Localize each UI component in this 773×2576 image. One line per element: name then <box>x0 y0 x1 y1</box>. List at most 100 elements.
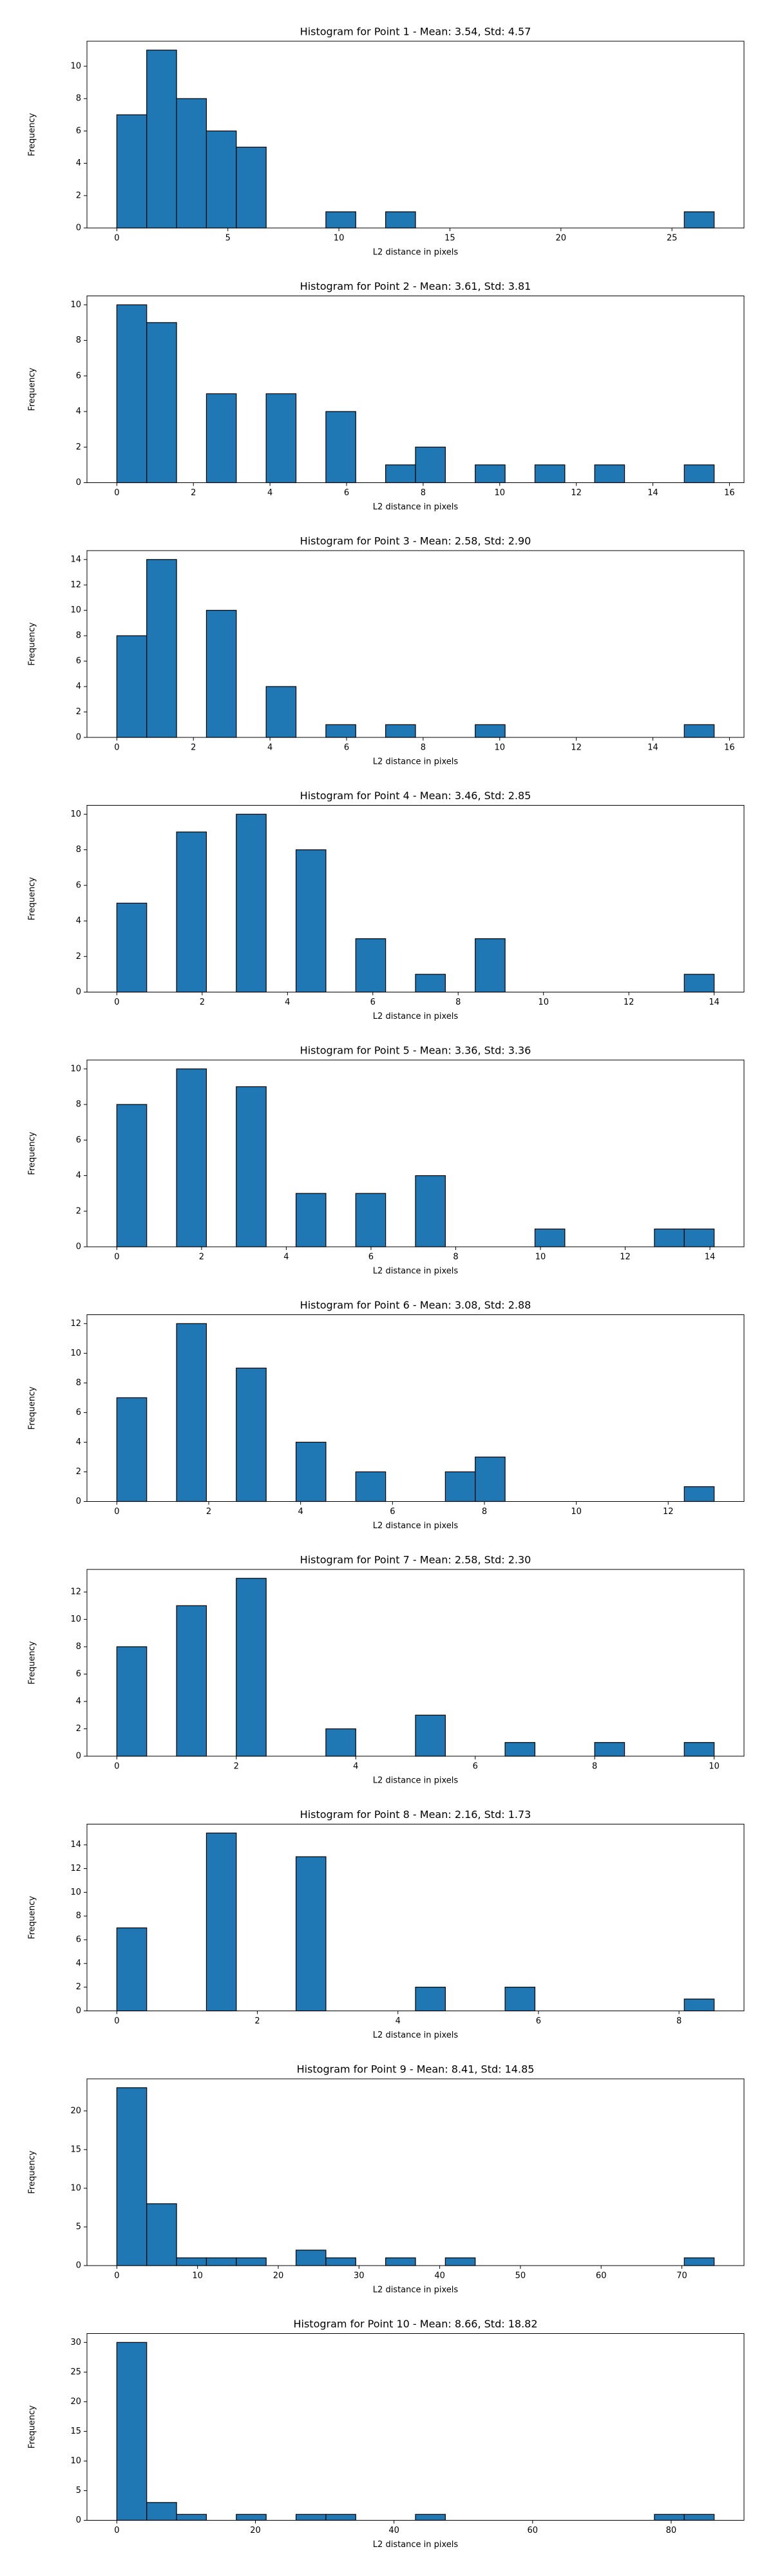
bar <box>385 2257 416 2266</box>
y-tick-label: 8 <box>76 1642 81 1652</box>
x-tick-label: 40 <box>388 2526 399 2535</box>
bar <box>236 1086 267 1247</box>
x-axis-label: L2 distance in pixels <box>373 2286 459 2295</box>
bar <box>146 2203 177 2266</box>
axes-frame <box>86 1569 745 1757</box>
bar <box>146 322 177 484</box>
y-tick-label: 0 <box>76 2261 81 2271</box>
bar <box>205 2257 237 2266</box>
bar <box>504 1742 536 1757</box>
y-tick-label: 4 <box>76 1437 81 1447</box>
bar <box>654 1228 685 1247</box>
y-axis-label: Frequency <box>28 368 37 411</box>
y-tick-label: 4 <box>76 158 81 168</box>
y-axis-label: Frequency <box>28 877 37 920</box>
y-tick-label: 0 <box>76 987 81 997</box>
x-tick-label: 25 <box>667 234 678 243</box>
subplot: Histogram for Point 9 - Mean: 8.41, Std:… <box>28 2063 745 2295</box>
bar <box>325 2514 356 2521</box>
axes-frame <box>86 1824 745 2011</box>
bar <box>205 130 237 229</box>
y-tick-label: 10 <box>70 2183 81 2193</box>
bar <box>205 393 237 484</box>
x-tick-label: 80 <box>666 2526 677 2535</box>
y-axis-label: Frequency <box>28 2150 37 2193</box>
subplot: Histogram for Point 6 - Mean: 3.08, Std:… <box>28 1299 745 1531</box>
x-tick-label: 0 <box>114 998 119 1007</box>
y-tick-label: 6 <box>76 880 81 890</box>
x-axis-label: L2 distance in pixels <box>373 1267 459 1276</box>
y-tick-label: 6 <box>76 126 81 136</box>
bar <box>205 610 237 738</box>
bar <box>325 411 356 484</box>
bar <box>116 2342 148 2521</box>
subplot: Histogram for Point 3 - Mean: 2.58, Std:… <box>28 535 745 767</box>
x-tick-label: 2 <box>199 1253 204 1262</box>
y-tick-label: 2 <box>76 1724 81 1734</box>
bar <box>683 1486 715 1502</box>
x-tick-label: 4 <box>396 2016 401 2026</box>
bar <box>355 938 386 993</box>
bar <box>116 902 148 993</box>
y-tick-label: 0 <box>76 1497 81 1506</box>
bar <box>415 974 446 993</box>
bar <box>594 1742 625 1757</box>
x-tick-label: 8 <box>455 998 461 1007</box>
bar <box>116 304 148 484</box>
bar <box>236 1578 267 1757</box>
bar <box>236 813 267 993</box>
y-tick-label: 2 <box>76 952 81 961</box>
x-tick-label: 50 <box>515 2271 526 2281</box>
bar <box>475 1456 506 1502</box>
x-tick-label: 14 <box>647 743 658 753</box>
x-tick-label: 6 <box>473 1762 478 1772</box>
y-axis-label: Frequency <box>28 1896 37 1939</box>
y-tick-label: 2 <box>76 1467 81 1477</box>
y-tick-label: 10 <box>70 810 81 819</box>
x-tick-label: 10 <box>571 1507 582 1517</box>
bar <box>265 686 297 738</box>
x-tick-label: 30 <box>354 2271 365 2281</box>
x-axis-label: L2 distance in pixels <box>373 248 459 258</box>
bar <box>355 1471 386 1502</box>
bar <box>325 1728 356 1757</box>
y-tick-label: 8 <box>76 1378 81 1388</box>
x-tick-label: 2 <box>191 488 196 498</box>
y-tick-label: 8 <box>76 631 81 641</box>
x-tick-label: 2 <box>254 2016 260 2026</box>
x-tick-label: 2 <box>191 743 196 753</box>
bar <box>116 1927 148 2012</box>
x-tick-label: 10 <box>494 743 505 753</box>
x-tick-label: 8 <box>482 1507 487 1517</box>
bar <box>176 1323 207 1502</box>
bar <box>176 831 207 993</box>
x-tick-label: 20 <box>250 2526 261 2535</box>
y-axis-label: Frequency <box>28 622 37 665</box>
subplot: Histogram for Point 10 - Mean: 8.66, Std… <box>28 2318 745 2550</box>
x-tick-label: 14 <box>705 1253 716 1262</box>
y-tick-label: 6 <box>76 1935 81 1945</box>
bar <box>683 1742 715 1757</box>
chart-title: Histogram for Point 6 - Mean: 3.08, Std:… <box>300 1299 531 1311</box>
x-tick-label: 0 <box>114 1507 119 1517</box>
bar <box>146 559 177 738</box>
bar <box>475 724 506 738</box>
bar <box>683 2257 715 2266</box>
bar <box>116 1104 148 1247</box>
y-tick-label: 8 <box>76 336 81 345</box>
y-tick-label: 8 <box>76 94 81 104</box>
y-tick-label: 2 <box>76 707 81 717</box>
x-tick-label: 20 <box>273 2271 284 2281</box>
y-tick-label: 10 <box>70 1349 81 1358</box>
axes-frame <box>86 2333 745 2521</box>
chart-title: Histogram for Point 3 - Mean: 2.58, Std:… <box>300 535 531 547</box>
y-tick-label: 6 <box>76 1408 81 1417</box>
y-tick-label: 0 <box>76 478 81 488</box>
bar <box>444 1471 476 1502</box>
x-tick-label: 6 <box>368 1253 374 1262</box>
chart-title: Histogram for Point 5 - Mean: 3.36, Std:… <box>300 1045 531 1057</box>
y-tick-label: 12 <box>70 1587 81 1597</box>
y-tick-label: 15 <box>70 2145 81 2154</box>
y-tick-label: 2 <box>76 1206 81 1216</box>
